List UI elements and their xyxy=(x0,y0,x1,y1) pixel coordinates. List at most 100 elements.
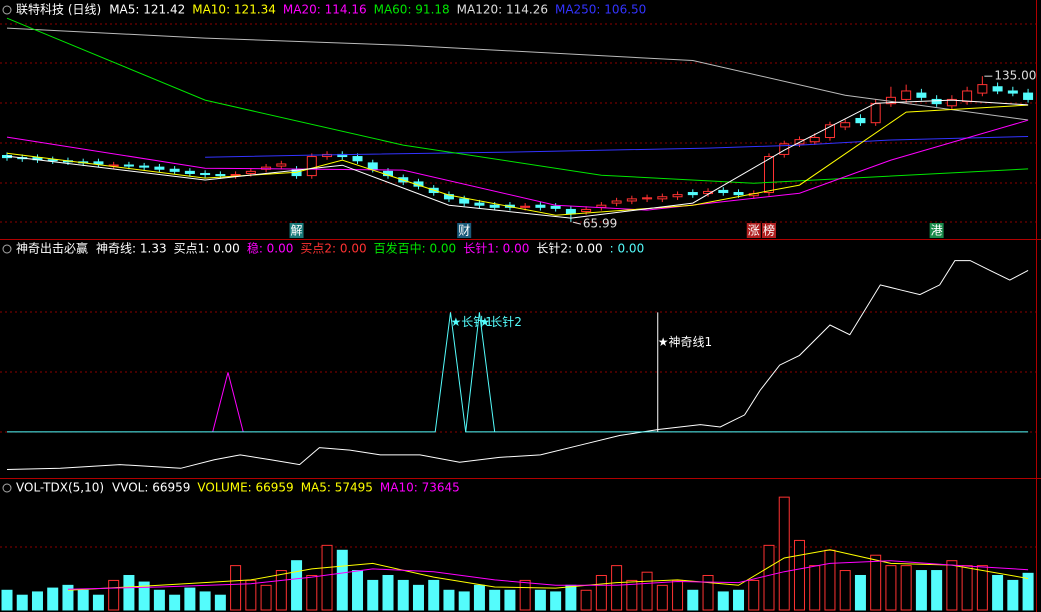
event-marker: 涨 xyxy=(748,223,760,238)
candle-body xyxy=(200,172,211,176)
candle-body xyxy=(154,166,165,170)
candle-body xyxy=(550,205,561,209)
legend-entry: 长针2: 0.00 xyxy=(536,241,602,256)
candle-body xyxy=(626,198,637,202)
header-icon xyxy=(2,244,12,254)
legend-entry: 神奇线: 1.33 xyxy=(96,242,167,256)
volume-bar xyxy=(92,594,104,611)
volume-bar xyxy=(641,571,653,611)
volume-bar xyxy=(870,554,882,611)
candle-body xyxy=(230,174,241,177)
candle-body xyxy=(169,168,180,172)
volume-bar xyxy=(108,579,120,611)
indicator-line xyxy=(7,312,1029,433)
candle-body xyxy=(962,90,973,103)
volume-bar xyxy=(1007,579,1019,611)
candle-body xyxy=(718,189,729,194)
indicator-line xyxy=(6,17,1029,184)
volume-bar xyxy=(77,589,89,611)
indicator-line xyxy=(212,372,244,433)
volume-bar xyxy=(672,579,684,611)
event-marker-box xyxy=(746,223,761,238)
volume-bar xyxy=(946,560,958,611)
volume-bar xyxy=(504,589,516,611)
candle-body xyxy=(870,103,881,124)
indicator-line xyxy=(6,260,1029,470)
legend-entry: : 0.00 xyxy=(610,242,645,256)
volume-bar xyxy=(16,594,28,611)
legend-entry: VVOL: 66959 xyxy=(112,481,190,495)
legend-entry: VOLUME: 66959 xyxy=(197,481,293,495)
candle-body xyxy=(474,202,485,206)
volume-bar xyxy=(412,584,424,611)
volume-bar xyxy=(793,539,805,611)
candle-body xyxy=(642,197,653,200)
legend-entry: MA120: 114.26 xyxy=(457,3,548,17)
volume-bar xyxy=(336,549,348,611)
volume-bar xyxy=(565,584,577,611)
indicator-line xyxy=(6,99,1029,219)
volume-bar xyxy=(839,570,851,611)
event-marker: 榜 xyxy=(763,223,775,238)
volume-bar xyxy=(854,574,866,611)
candle-body xyxy=(123,164,134,167)
indicator-line xyxy=(6,27,1029,121)
legend-entry: 稳: 0.00 xyxy=(247,241,294,256)
candle-body xyxy=(139,165,150,168)
signal-label: ★长针1 xyxy=(450,314,492,329)
volume-bar xyxy=(489,589,501,611)
candle-body xyxy=(855,117,866,124)
volume-bar xyxy=(428,579,440,611)
volume-bar xyxy=(809,565,821,611)
candle-body xyxy=(840,122,851,128)
volume-bar xyxy=(778,496,790,611)
legend-entry: 长针1: 0.00 xyxy=(463,241,529,256)
volume-bar xyxy=(550,591,562,611)
volume-bar xyxy=(931,570,943,611)
volume-bar xyxy=(367,579,379,611)
candle-body xyxy=(581,208,592,213)
legend-entry: MA10: 121.34 xyxy=(192,3,276,17)
volume-bar xyxy=(214,594,226,611)
signal-label: ★神奇线1 xyxy=(658,335,712,349)
price-label: 65.99 xyxy=(583,217,617,231)
candle-body xyxy=(306,156,317,177)
legend-entry: 百发百中: 0.00 xyxy=(374,241,457,256)
volume-bar xyxy=(260,584,272,611)
volume-bar xyxy=(153,589,165,611)
volume-bar xyxy=(824,549,836,611)
volume-bar xyxy=(382,574,394,611)
legend-entry: MA250: 106.50 xyxy=(555,3,646,17)
volume-bar xyxy=(184,587,196,611)
candle-body xyxy=(916,92,927,98)
candle-body xyxy=(824,124,835,139)
volume-bar xyxy=(123,574,135,611)
candle-body xyxy=(535,204,546,208)
candle-body xyxy=(1023,92,1034,100)
volume-bar xyxy=(534,589,546,611)
candle-body xyxy=(901,90,912,100)
volume-bar xyxy=(976,565,988,611)
legend-entry: MA5: 121.42 xyxy=(109,3,185,17)
candle-body xyxy=(992,86,1003,92)
candle-body xyxy=(276,163,287,167)
candle-body xyxy=(946,98,957,107)
volume-bar xyxy=(47,587,59,611)
volume-bar xyxy=(31,591,43,611)
candle-body xyxy=(764,156,774,194)
candle-body xyxy=(184,170,195,174)
panel-title: 联特科技 (日线) xyxy=(16,2,101,17)
volume-bar xyxy=(230,565,242,611)
legend-entry: MA60: 91.18 xyxy=(374,3,450,17)
candle-body xyxy=(657,196,668,200)
candle-body xyxy=(703,190,714,195)
candle-body xyxy=(1007,90,1018,94)
event-marker: 解 xyxy=(291,224,303,238)
volume-bar xyxy=(687,589,699,611)
event-marker: 财 xyxy=(458,224,470,238)
volume-bar xyxy=(961,565,973,611)
volume-bar xyxy=(62,584,74,611)
volume-bar xyxy=(733,589,745,611)
volume-bar xyxy=(1,589,13,611)
